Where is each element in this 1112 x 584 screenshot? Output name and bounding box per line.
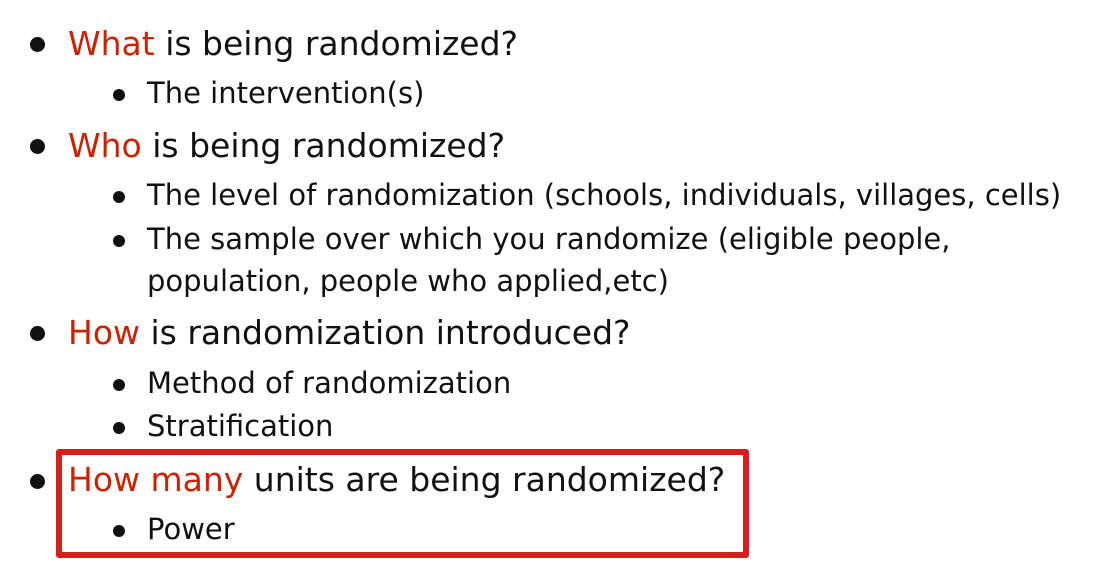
- sub-bullet-3-1: [113, 379, 125, 391]
- item-3-sub-1: Method of randomization: [147, 366, 512, 400]
- bullet-2: [30, 139, 45, 154]
- item-2-sub-2-continued: population, people who applied,etc): [147, 264, 669, 298]
- item-3-rest: is randomization introduced?: [140, 313, 631, 352]
- bullet-1: [30, 37, 45, 52]
- sub-bullet-3-2: [113, 422, 125, 434]
- item-4-heading: How many units are being randomized?: [68, 463, 725, 496]
- sub-bullet-4-1: [113, 525, 125, 537]
- item-3-sub-2: Stratification: [147, 409, 334, 443]
- item-2-keyword: Who: [68, 126, 142, 165]
- item-4-rest: units are being randomized?: [243, 460, 726, 499]
- bullet-3: [30, 326, 45, 341]
- item-1-rest: is being randomized?: [154, 24, 519, 63]
- sub-bullet-2-2: [113, 235, 125, 247]
- highlight-box: [56, 449, 749, 558]
- item-2-rest: is being randomized?: [141, 126, 506, 165]
- bullet-4: [30, 474, 45, 489]
- item-4-keyword: How many: [68, 460, 244, 499]
- item-1-heading: What is being randomized?: [68, 27, 518, 60]
- item-2-heading: Who is being randomized?: [68, 129, 505, 162]
- sub-bullet-1-1: [113, 89, 125, 101]
- item-2-sub-2: The sample over which you randomize (eli…: [147, 222, 951, 256]
- sub-bullet-2-1: [113, 191, 125, 203]
- item-3-keyword: How: [68, 313, 140, 352]
- item-4-sub-1: Power: [147, 512, 235, 546]
- item-1-keyword: What: [68, 24, 155, 63]
- item-1-sub-1: The intervention(s): [147, 76, 425, 110]
- item-2-sub-1: The level of randomization (schools, ind…: [147, 178, 1062, 212]
- item-3-heading: How is randomization introduced?: [68, 316, 631, 349]
